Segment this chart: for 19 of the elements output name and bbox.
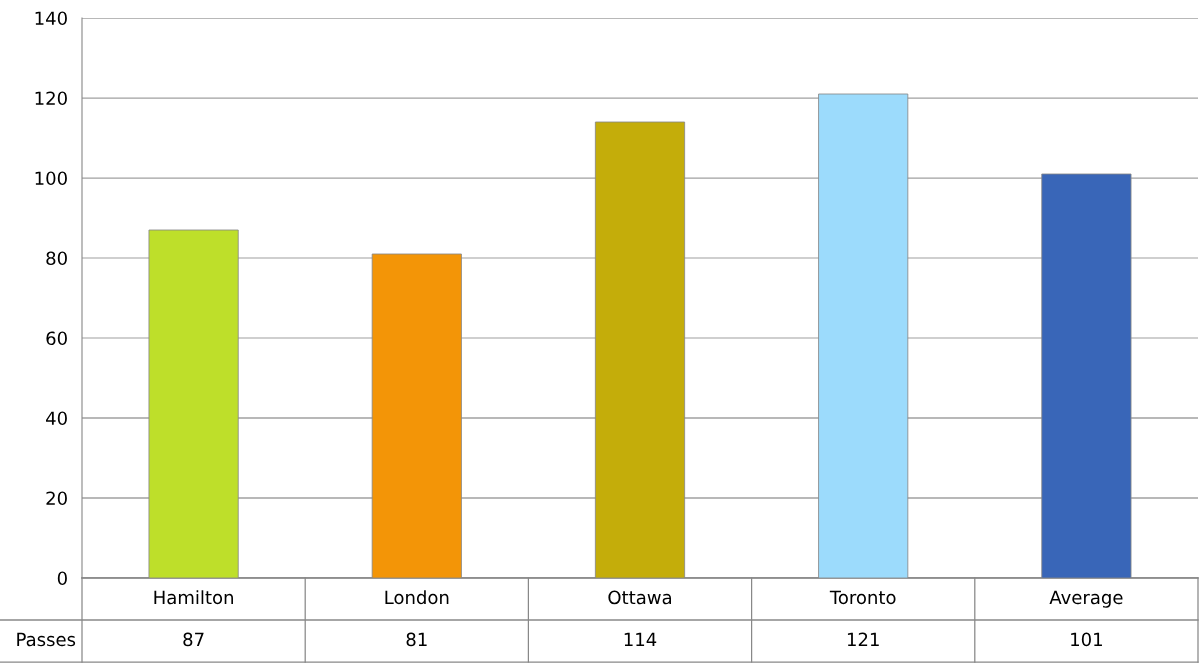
x-tick-label: Toronto [829,590,896,605]
y-tick-label: 20 [46,491,67,506]
x-tick-label: London [385,590,449,605]
y-tick-label: 100 [35,171,67,186]
y-tick-label: 40 [46,411,67,426]
data-label: 121 [847,632,879,646]
y-tick-label: 80 [46,251,67,266]
y-tick-label: 120 [35,91,67,106]
data-label: 87 [183,632,204,647]
y-tick-label: 0 [57,571,67,586]
data-label: 81 [406,632,427,647]
text: Passes [17,632,76,647]
x-tick-label: Hamilton [154,590,233,605]
data-label: 114 [624,632,657,646]
x-tick-label: Average [1049,590,1123,608]
x-tick-label: Ottawa [608,590,671,605]
y-tick-label: 140 [35,11,67,26]
y-tick-label: 60 [46,331,67,346]
data-label: 101 [1071,632,1102,647]
